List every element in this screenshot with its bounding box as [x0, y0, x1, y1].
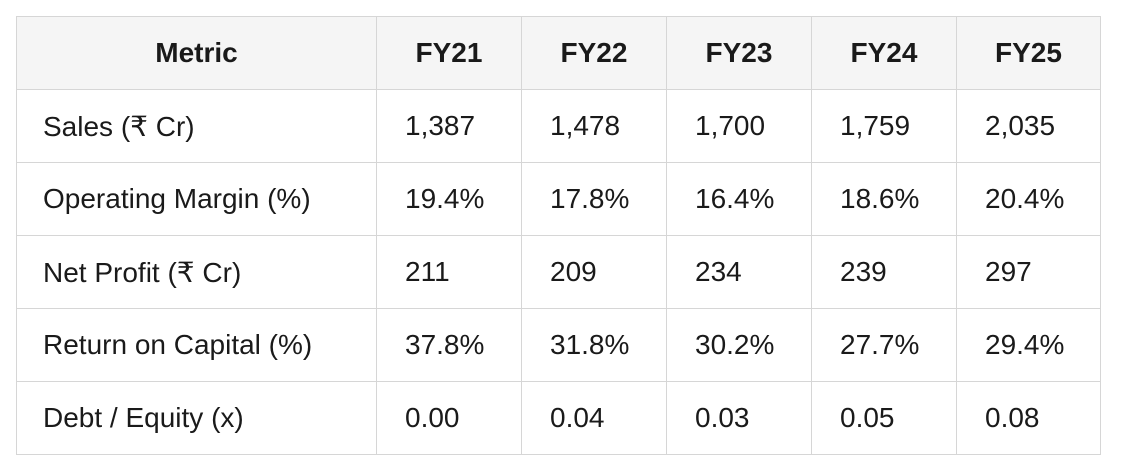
metric-label: Debt / Equity (x): [16, 381, 377, 455]
value-fy24: 1,759: [811, 89, 957, 163]
metric-label: Net Profit (₹ Cr): [16, 235, 377, 309]
table-row-sales: Sales (₹ Cr) 1,387 1,478 1,700 1,759 2,0…: [16, 89, 1101, 163]
table-body: Sales (₹ Cr) 1,387 1,478 1,700 1,759 2,0…: [16, 89, 1101, 455]
value-fy22: 17.8%: [521, 162, 667, 236]
value-fy24: 18.6%: [811, 162, 957, 236]
value-fy23: 16.4%: [666, 162, 812, 236]
header-fy22: FY22: [521, 16, 667, 90]
header-fy25: FY25: [956, 16, 1101, 90]
table-row-debt-equity: Debt / Equity (x) 0.00 0.04 0.03 0.05 0.…: [16, 381, 1101, 455]
value-fy25: 2,035: [956, 89, 1101, 163]
header-row: Metric FY21 FY22 FY23 FY24 FY25: [16, 16, 1101, 90]
header-fy23: FY23: [666, 16, 812, 90]
header-fy21: FY21: [376, 16, 522, 90]
value-fy22: 0.04: [521, 381, 667, 455]
value-fy25: 29.4%: [956, 308, 1101, 382]
financial-metrics-table: Metric FY21 FY22 FY23 FY24 FY25 Sales (₹…: [16, 16, 1101, 455]
metric-label: Operating Margin (%): [16, 162, 377, 236]
financial-metrics-table-container: Metric FY21 FY22 FY23 FY24 FY25 Sales (₹…: [16, 16, 1101, 455]
value-fy21: 211: [376, 235, 522, 309]
value-fy23: 30.2%: [666, 308, 812, 382]
metric-label: Sales (₹ Cr): [16, 89, 377, 163]
value-fy21: 1,387: [376, 89, 522, 163]
table-row-net-profit: Net Profit (₹ Cr) 211 209 234 239 297: [16, 235, 1101, 309]
header-fy24: FY24: [811, 16, 957, 90]
value-fy21: 19.4%: [376, 162, 522, 236]
table-row-return-on-capital: Return on Capital (%) 37.8% 31.8% 30.2% …: [16, 308, 1101, 382]
value-fy23: 1,700: [666, 89, 812, 163]
value-fy24: 239: [811, 235, 957, 309]
table-row-operating-margin: Operating Margin (%) 19.4% 17.8% 16.4% 1…: [16, 162, 1101, 236]
value-fy23: 0.03: [666, 381, 812, 455]
value-fy24: 27.7%: [811, 308, 957, 382]
table-header: Metric FY21 FY22 FY23 FY24 FY25: [16, 16, 1101, 90]
value-fy22: 31.8%: [521, 308, 667, 382]
value-fy25: 0.08: [956, 381, 1101, 455]
value-fy22: 209: [521, 235, 667, 309]
value-fy23: 234: [666, 235, 812, 309]
value-fy22: 1,478: [521, 89, 667, 163]
value-fy25: 20.4%: [956, 162, 1101, 236]
header-metric: Metric: [16, 16, 377, 90]
metric-label: Return on Capital (%): [16, 308, 377, 382]
value-fy25: 297: [956, 235, 1101, 309]
value-fy24: 0.05: [811, 381, 957, 455]
value-fy21: 0.00: [376, 381, 522, 455]
value-fy21: 37.8%: [376, 308, 522, 382]
